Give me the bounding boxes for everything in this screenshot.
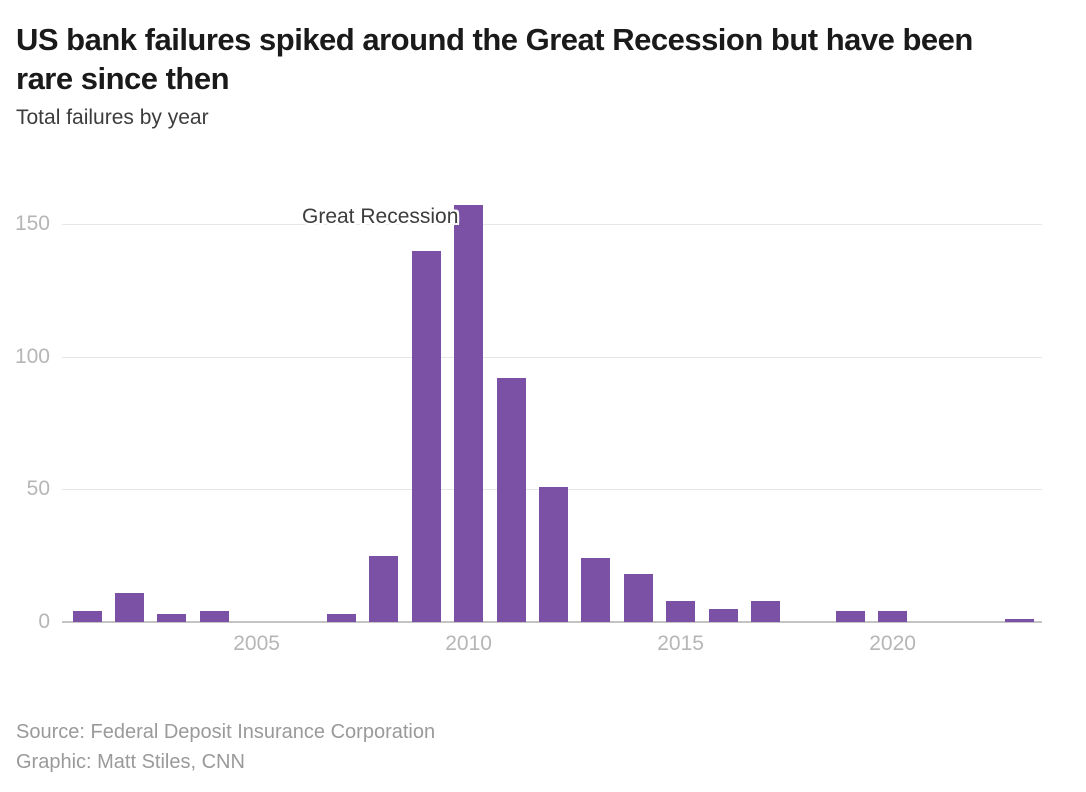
y-tick-label-50: 50 — [26, 477, 50, 501]
source-line: Source: Federal Deposit Insurance Corpor… — [16, 721, 436, 743]
bar-2012 — [538, 486, 568, 622]
bar-2017 — [750, 600, 780, 622]
y-tick-label-150: 150 — [14, 212, 50, 235]
bar-2011 — [496, 377, 526, 622]
chart-footer: Source: Federal Deposit Insurance Corpor… — [16, 717, 435, 777]
bar-2016 — [708, 608, 738, 622]
bar-2019 — [835, 611, 865, 622]
x-tick-label-2010: 2010 — [445, 632, 492, 655]
bar-2008 — [369, 555, 399, 622]
bar-2001 — [72, 611, 102, 622]
bar-2004 — [199, 611, 229, 622]
x-tick-label-2015: 2015 — [657, 632, 704, 655]
credit-line: Graphic: Matt Stiles, CNN — [16, 751, 245, 773]
x-axis-line — [62, 621, 1042, 623]
plot-area — [62, 205, 1042, 623]
x-tick-label-2020: 2020 — [869, 632, 916, 655]
bar-2002 — [114, 592, 144, 622]
bar-2003 — [157, 614, 187, 622]
gridline-150 — [62, 224, 1042, 225]
x-tick-label-2005: 2005 — [233, 632, 280, 655]
bar-2009 — [411, 250, 441, 622]
y-axis-labels: 0 50 100 150 — [0, 213, 50, 633]
bar-2007 — [326, 614, 356, 622]
bar-2015 — [666, 600, 696, 622]
y-tick-label-0: 0 — [38, 610, 50, 633]
bar-2020 — [878, 611, 908, 622]
bar-2013 — [581, 558, 611, 622]
bar-2010 — [454, 205, 484, 622]
y-tick-label-100: 100 — [14, 344, 50, 368]
annotation-great-recession: Great Recession — [302, 205, 459, 228]
chart-title: US bank failures spiked around the Great… — [16, 22, 973, 96]
x-axis-labels: 2005 2010 2015 2020 — [62, 632, 1042, 658]
bar-2023 — [1005, 619, 1035, 622]
gridline-100 — [62, 356, 1042, 358]
chart-subtitle: Total failures by year — [16, 106, 209, 129]
bar-2014 — [623, 574, 653, 622]
